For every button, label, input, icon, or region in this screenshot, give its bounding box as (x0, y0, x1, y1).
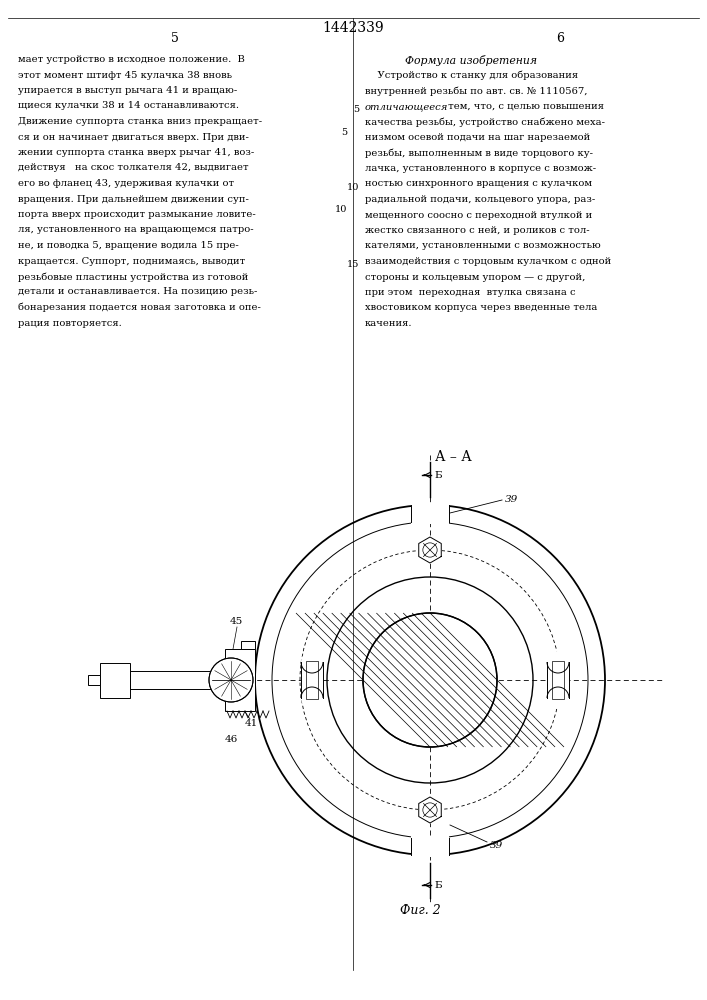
Text: жении суппорта станка вверх рычаг 41, воз-: жении суппорта станка вверх рычаг 41, во… (18, 148, 255, 157)
Bar (225, 649, 255, 711)
Bar (547, 662, 569, 698)
Text: 5: 5 (171, 31, 179, 44)
Text: Формула изобретения: Формула изобретения (405, 55, 537, 66)
Circle shape (255, 505, 605, 855)
Text: качения.: качения. (365, 319, 412, 328)
Bar (88, 675, 100, 685)
Text: хвостовиком корпуса через введенные тела: хвостовиком корпуса через введенные тела (365, 304, 597, 312)
Text: ся и он начинает двигаться вверх. При дви-: ся и он начинает двигаться вверх. При дв… (18, 132, 249, 141)
Text: резьбовые пластины устройства из готовой: резьбовые пластины устройства из готовой (18, 272, 248, 282)
Text: Устройство к станку для образования: Устройство к станку для образования (365, 71, 578, 81)
Text: кателями, установленными с возможностью: кателями, установленными с возможностью (365, 241, 601, 250)
Text: Фиг. 2: Фиг. 2 (400, 904, 440, 916)
Text: отличающееся: отличающееся (365, 102, 448, 111)
Circle shape (301, 651, 323, 673)
Bar (100, 662, 130, 698)
Text: ностью синхронного вращения с кулачком: ностью синхронного вращения с кулачком (365, 180, 592, 188)
Text: внутренней резьбы по авт. св. № 1110567,: внутренней резьбы по авт. св. № 1110567, (365, 87, 588, 96)
Text: при этом  переходная  втулка связана с: при этом переходная втулка связана с (365, 288, 575, 297)
Text: жестко связанного с ней, и роликов с тол-: жестко связанного с ней, и роликов с тол… (365, 226, 590, 235)
Bar (552, 661, 564, 699)
Bar (301, 662, 323, 698)
Text: его во фланец 43, удерживая кулачки от: его во фланец 43, удерживая кулачки от (18, 179, 234, 188)
Text: 10: 10 (346, 183, 359, 192)
Text: стороны и кольцевым упором — с другой,: стороны и кольцевым упором — с другой, (365, 272, 585, 282)
Bar (411, 503, 449, 524)
Text: действуя   на скос толкателя 42, выдвигает: действуя на скос толкателя 42, выдвигает (18, 163, 249, 172)
Text: вращения. При дальнейшем движении суп-: вращения. При дальнейшем движении суп- (18, 194, 249, 204)
Text: А – А: А – А (435, 450, 472, 464)
Circle shape (301, 687, 323, 709)
Circle shape (547, 651, 569, 673)
Text: лачка, установленного в корпусе с возмож-: лачка, установленного в корпусе с возмож… (365, 164, 596, 173)
Bar (411, 836, 449, 857)
Text: не, и поводка 5, вращение водила 15 пре-: не, и поводка 5, вращение водила 15 пре- (18, 241, 239, 250)
Text: щиеся кулачки 38 и 14 останавливаются.: щиеся кулачки 38 и 14 останавливаются. (18, 102, 239, 110)
Text: резьбы, выполненным в виде торцового ку-: резьбы, выполненным в виде торцового ку- (365, 148, 593, 158)
Text: 15: 15 (346, 260, 359, 269)
Circle shape (209, 658, 253, 702)
Text: упирается в выступ рычага 41 и вращаю-: упирается в выступ рычага 41 и вращаю- (18, 86, 238, 95)
Text: радиальной подачи, кольцевого упора, раз-: радиальной подачи, кольцевого упора, раз… (365, 195, 595, 204)
Text: 6: 6 (556, 31, 564, 44)
Text: 39: 39 (505, 495, 518, 504)
Text: 10: 10 (334, 206, 347, 215)
Text: 46: 46 (225, 734, 238, 744)
Text: Б: Б (434, 880, 442, 890)
Text: ля, установленного на вращающемся патро-: ля, установленного на вращающемся патро- (18, 226, 254, 234)
Text: Б: Б (434, 471, 442, 480)
Bar (130, 671, 225, 689)
Bar (241, 641, 255, 649)
Text: рация повторяется.: рация повторяется. (18, 318, 122, 328)
Circle shape (547, 687, 569, 709)
Text: 1442339: 1442339 (322, 21, 384, 35)
Bar (306, 661, 318, 699)
Text: 39: 39 (490, 840, 503, 850)
Text: порта вверх происходит размыкание ловите-: порта вверх происходит размыкание ловите… (18, 210, 256, 219)
Text: 41: 41 (245, 718, 258, 728)
Text: детали и останавливается. На позицию резь-: детали и останавливается. На позицию рез… (18, 288, 257, 296)
Text: взаимодействия с торцовым кулачком с одной: взаимодействия с торцовым кулачком с одн… (365, 257, 612, 266)
Text: низмом осевой подачи на шаг нарезаемой: низмом осевой подачи на шаг нарезаемой (365, 133, 590, 142)
Polygon shape (419, 537, 441, 563)
Text: 5: 5 (353, 105, 359, 114)
Text: мещенного соосно с переходной втулкой и: мещенного соосно с переходной втулкой и (365, 211, 592, 220)
Text: мает устройство в исходное положение.  В: мает устройство в исходное положение. В (18, 55, 245, 64)
Text: 45: 45 (230, 616, 243, 626)
Text: качества резьбы, устройство снабжено меха-: качества резьбы, устройство снабжено мех… (365, 117, 605, 127)
Text: Движение суппорта станка вниз прекращает-: Движение суппорта станка вниз прекращает… (18, 117, 262, 126)
Text: бонарезания подается новая заготовка и опе-: бонарезания подается новая заготовка и о… (18, 303, 261, 312)
Text: 5: 5 (341, 128, 347, 137)
Text: тем, что, с целью повышения: тем, что, с целью повышения (445, 102, 604, 111)
Text: этот момент штифт 45 кулачка 38 вновь: этот момент штифт 45 кулачка 38 вновь (18, 70, 232, 80)
Polygon shape (419, 797, 441, 823)
Text: кращается. Суппорт, поднимаясь, выводит: кращается. Суппорт, поднимаясь, выводит (18, 256, 245, 265)
Circle shape (363, 613, 497, 747)
